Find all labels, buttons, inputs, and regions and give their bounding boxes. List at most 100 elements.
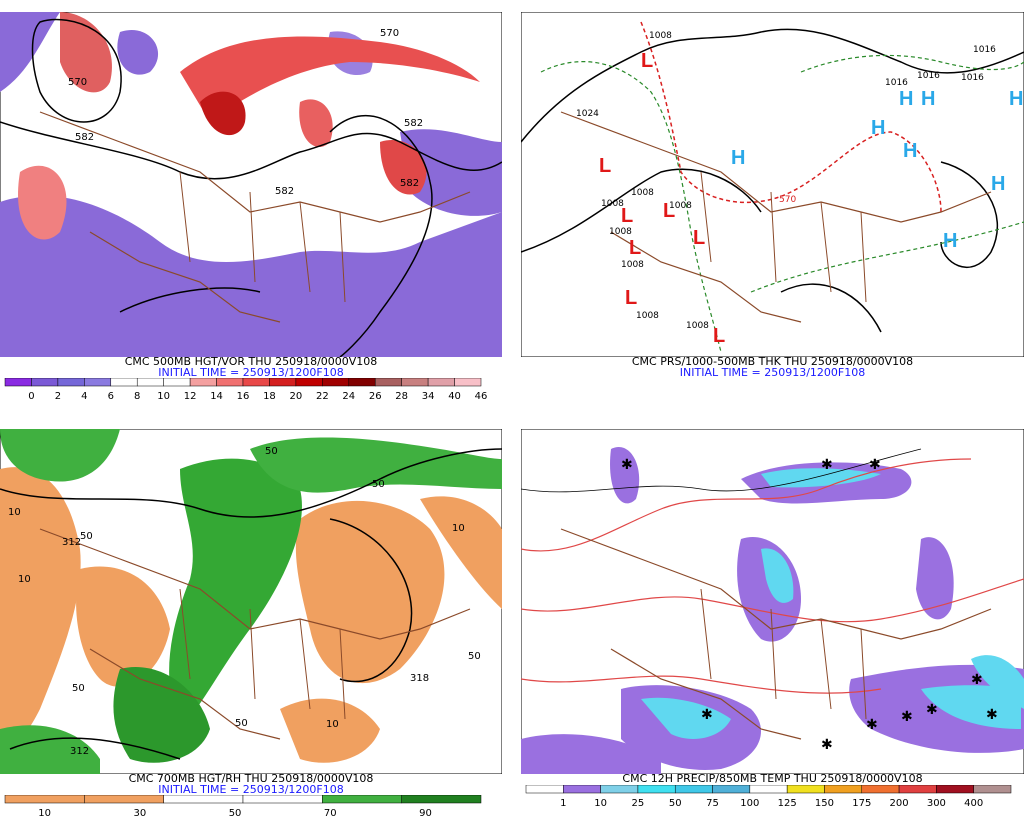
legend-label: 50 <box>669 798 682 809</box>
contour-label: 1008 <box>621 260 644 270</box>
panel-precip-temperature: ✱ ✱ ✱ ✱ ✱ ✱ ✱ ✱ ✱ ✱ CMC 12H PRECIP/850MB… <box>521 429 1024 819</box>
legend-label: 75 <box>706 798 719 809</box>
legend-label: 8 <box>134 391 140 402</box>
legend-swatch <box>295 378 323 387</box>
map-pressure: L L L L L L L L H H H H H H H H 1008 102… <box>521 12 1024 357</box>
legend-label: 400 <box>964 798 983 809</box>
contour-label: 582 <box>275 186 294 197</box>
legend-swatch <box>31 378 59 387</box>
high-pressure-icon: H <box>871 117 885 139</box>
legend-label: 50 <box>229 808 242 819</box>
legend-label: 150 <box>815 798 834 809</box>
legend-swatch <box>322 378 350 387</box>
contour-label: 312 <box>70 746 89 757</box>
legend-swatch <box>674 785 713 794</box>
contour-label: 582 <box>404 118 423 129</box>
snow-icon: ✱ <box>701 707 713 723</box>
panel-700mb-humidity: 10 50 10 50 312 50 50 318 312 50 10 10 5… <box>0 429 502 819</box>
contour-label: 570 <box>68 77 87 88</box>
legend-swatch <box>84 795 164 804</box>
legend-swatch <box>401 795 482 804</box>
initial-time: INITIAL TIME = 250913/1200F108 <box>158 366 344 379</box>
high-pressure-icon: H <box>943 230 957 252</box>
low-pressure-icon: L <box>625 287 637 309</box>
contour-label: 50 <box>265 446 278 457</box>
legend-swatch <box>4 378 32 387</box>
contour-label: 10 <box>452 523 465 534</box>
contour-label: 10 <box>326 719 339 730</box>
snow-icon: ✱ <box>926 702 938 718</box>
legend-swatch <box>242 378 270 387</box>
contour-label: 1008 <box>609 227 632 237</box>
legend-swatch <box>973 785 1012 794</box>
legend-label: 28 <box>395 391 408 402</box>
contour-label: 1008 <box>669 201 692 211</box>
low-pressure-icon: L <box>713 325 725 347</box>
legend-bar: 1 10 25 50 75 100 125 150 175 200 300 400 <box>525 785 1012 809</box>
map-700mb: 10 50 10 50 312 50 50 318 312 50 10 10 5… <box>0 429 502 774</box>
legend-label: 12 <box>184 391 197 402</box>
legend-swatch <box>216 378 244 387</box>
contour-label: 312 <box>62 537 81 548</box>
contour-label: 582 <box>75 132 94 143</box>
low-pressure-icon: L <box>663 200 675 222</box>
panel-500mb-vorticity: 570 582 582 582 570 582 CMC 500MB HGT/VO… <box>0 12 502 402</box>
legend-swatch <box>401 378 429 387</box>
legend-swatch <box>136 378 164 387</box>
legend-label: 70 <box>324 808 337 819</box>
contour-label: 1016 <box>885 78 908 88</box>
legend-swatch <box>712 785 751 794</box>
legend-swatch <box>898 785 937 794</box>
contour-label: 582 <box>400 178 419 189</box>
low-pressure-icon: L <box>629 237 641 259</box>
low-pressure-icon: L <box>621 205 633 227</box>
panel-pressure-thickness: L L L L L L L L H H H H H H H H 1008 102… <box>521 12 1024 402</box>
contour-label: 1008 <box>649 31 672 41</box>
legend-swatch <box>824 785 863 794</box>
contour-label: 570 <box>380 28 399 39</box>
legend-label: 10 <box>157 391 170 402</box>
legend-swatch <box>936 785 974 794</box>
map-500mb: 570 582 582 582 570 582 <box>0 12 502 357</box>
contour-label: 1024 <box>576 109 599 119</box>
legend-label: 6 <box>108 391 114 402</box>
legend-label: 0 <box>28 391 34 402</box>
initial-time: INITIAL TIME = 250913/1200F108 <box>679 366 866 379</box>
contour-label: 50 <box>468 651 481 662</box>
high-pressure-icon: H <box>921 88 935 110</box>
legend-swatch <box>637 785 676 794</box>
legend-label: 1 <box>560 798 566 809</box>
snow-icon: ✱ <box>621 457 633 473</box>
legend-swatch <box>786 785 825 794</box>
high-pressure-icon: H <box>991 173 1005 195</box>
contour-label: 1008 <box>631 188 654 198</box>
high-pressure-icon: H <box>1009 88 1023 110</box>
legend-label: 175 <box>852 798 871 809</box>
legend-label: 10 <box>594 798 607 809</box>
legend-swatch <box>163 378 191 387</box>
contour-label: 1016 <box>973 45 996 55</box>
initial-time: INITIAL TIME = 250913/1200F108 <box>158 783 344 796</box>
legend-swatch <box>600 785 639 794</box>
legend-swatch <box>427 378 455 387</box>
contour-label: 1016 <box>961 73 984 83</box>
contour-label: 1008 <box>601 199 624 209</box>
snow-icon: ✱ <box>866 717 878 733</box>
contour-label: 1016 <box>917 71 940 81</box>
legend-swatch <box>563 785 601 794</box>
legend-swatch <box>84 378 112 387</box>
contour-label: 10 <box>8 507 21 518</box>
high-pressure-icon: H <box>903 140 917 162</box>
panel-title: CMC 12H PRECIP/850MB TEMP THU 250918/000… <box>622 772 923 785</box>
legend-label: 10 <box>38 808 51 819</box>
legend-swatch <box>4 795 85 804</box>
legend-swatch <box>374 378 402 387</box>
legend-label: 4 <box>81 391 87 402</box>
legend-swatch <box>57 378 85 387</box>
contour-label: 50 <box>72 683 85 694</box>
legend-label: 90 <box>419 808 432 819</box>
legend-label: 14 <box>210 391 223 402</box>
legend-label: 25 <box>632 798 645 809</box>
panel-title: CMC PRS/1000-500MB THK THU 250918/0000V1… <box>631 355 914 368</box>
low-pressure-icon: L <box>641 50 653 72</box>
